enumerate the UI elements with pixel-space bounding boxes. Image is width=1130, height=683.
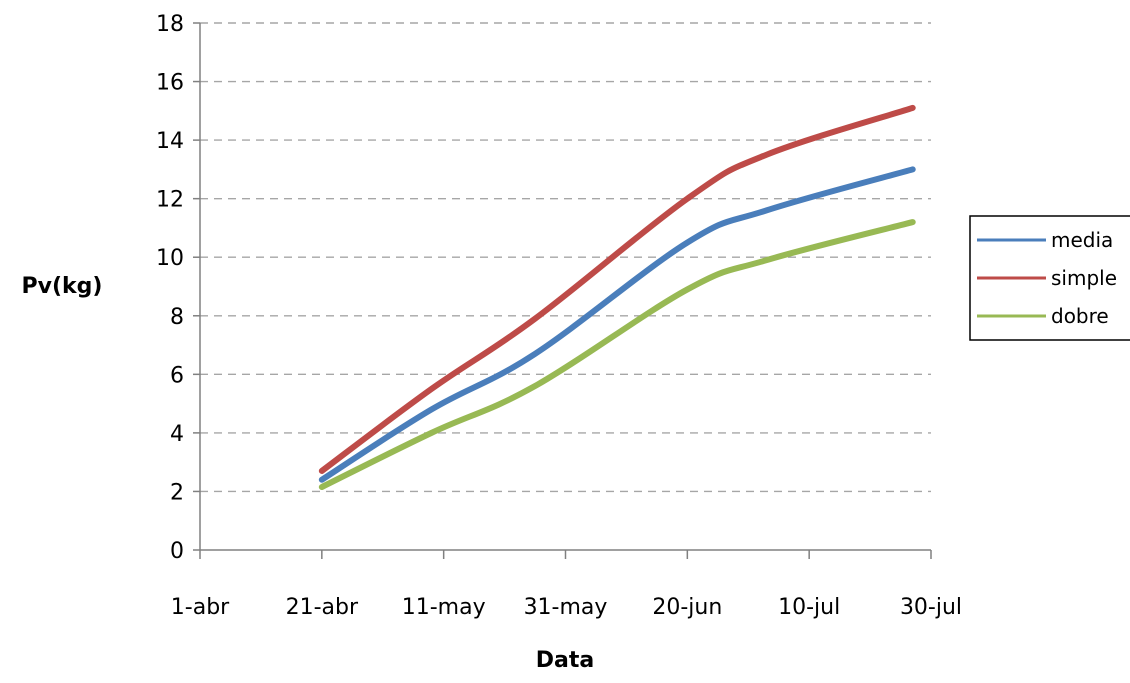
series-lines bbox=[318, 104, 916, 491]
legend: media simple dobre bbox=[969, 215, 1130, 341]
gridlines bbox=[200, 22, 931, 493]
y-tick-label: 0 bbox=[170, 539, 184, 564]
y-tick-label: 6 bbox=[170, 363, 184, 388]
y-tick-label: 14 bbox=[156, 129, 184, 154]
axes bbox=[199, 23, 931, 551]
legend-label-media: media bbox=[1051, 228, 1113, 252]
y-tick-label: 18 bbox=[156, 12, 184, 37]
legend-label-simple: simple bbox=[1051, 266, 1117, 290]
x-tick-label: 10-jul bbox=[778, 595, 840, 620]
y-tick-label: 8 bbox=[170, 305, 184, 330]
y-tick-label: 12 bbox=[156, 188, 184, 213]
y-axis-title: Pv(kg) bbox=[22, 274, 103, 299]
series-line-media bbox=[318, 166, 916, 483]
y-axis-ticks: 0 2 4 6 8 10 12 14 16 18 bbox=[156, 12, 200, 564]
y-tick-label: 10 bbox=[156, 246, 184, 271]
x-tick-label: 1-abr bbox=[171, 595, 230, 620]
y-tick-label: 16 bbox=[156, 71, 184, 96]
x-tick-label: 11-may bbox=[402, 595, 486, 620]
x-tick-label: 21-abr bbox=[286, 595, 359, 620]
x-tick-label: 31-may bbox=[524, 595, 608, 620]
x-tick-label: 20-jun bbox=[652, 595, 722, 620]
series-line-dobre bbox=[318, 219, 916, 491]
x-axis-ticks: 1-abr 21-abr 11-may 31-may 20-jun 10-jul 30-ju… bbox=[171, 550, 962, 620]
series-line-simple bbox=[318, 104, 916, 474]
y-tick-label: 4 bbox=[170, 422, 184, 447]
x-tick-label: 30-jul bbox=[900, 595, 962, 620]
legend-label-dobre: dobre bbox=[1051, 304, 1109, 328]
x-axis-title: Data bbox=[536, 648, 594, 673]
y-tick-label: 2 bbox=[170, 480, 184, 505]
